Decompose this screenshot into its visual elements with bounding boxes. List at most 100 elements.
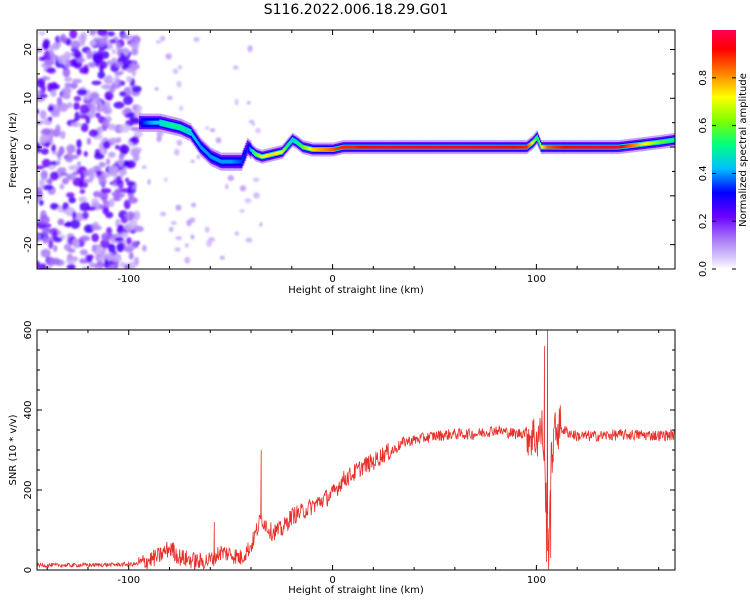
noise-blob (79, 201, 91, 212)
noise-blob (42, 184, 54, 191)
track-segment (474, 145, 476, 149)
noise-blob (114, 71, 123, 76)
track-segment (528, 143, 530, 147)
track-segment (624, 144, 626, 148)
noise-blob (50, 81, 58, 91)
track-segment (241, 157, 244, 162)
noise-blob (168, 226, 174, 232)
track-segment (194, 136, 196, 141)
track-segment (283, 148, 286, 151)
track-segment (632, 143, 634, 147)
track-segment (449, 145, 452, 149)
track-segment (356, 145, 358, 149)
track-segment (508, 145, 511, 149)
track-segment (139, 120, 142, 125)
track-segment (650, 141, 653, 145)
noise-blob (142, 245, 147, 252)
noise-blob (121, 160, 131, 168)
track-segment (317, 148, 319, 151)
track-segment (225, 159, 228, 164)
noise-blob (85, 254, 95, 259)
track-segment (453, 145, 456, 149)
noise-blob (170, 221, 177, 225)
track-segment (663, 139, 666, 143)
noise-blob (147, 179, 151, 185)
track-segment (205, 150, 207, 154)
track-segment (648, 141, 651, 145)
track-segment (195, 137, 197, 142)
track-segment (362, 145, 364, 149)
track-segment (364, 145, 366, 149)
track-segment (649, 141, 652, 145)
track-segment (399, 145, 402, 149)
noise-blob (98, 162, 106, 168)
track-segment (231, 159, 234, 164)
track-segment (429, 145, 431, 149)
track-segment (488, 145, 491, 149)
track-segment (606, 145, 609, 149)
track-segment (230, 159, 233, 164)
track-segment (644, 142, 646, 146)
noise-blob (107, 169, 118, 177)
noise-blob (102, 200, 111, 208)
track-segment (534, 138, 536, 142)
noise-blob (66, 259, 77, 265)
track-segment (494, 145, 497, 149)
track-segment (238, 159, 241, 164)
track-segment (378, 145, 380, 149)
track-segment (446, 145, 449, 149)
noise-blob (133, 256, 139, 266)
noise-blob (91, 166, 102, 171)
noise-blob (115, 175, 122, 186)
track-segment (172, 123, 175, 128)
colorbar-tick-label: 0.2 (698, 213, 709, 229)
track-segment (237, 159, 240, 164)
noise-blob (76, 148, 82, 156)
track-segment (240, 159, 243, 164)
spectrogram-xlabel: Height of straight line (km) (288, 285, 424, 296)
track-segment (524, 145, 526, 149)
noise-blob (94, 153, 105, 160)
noise-blob (80, 172, 85, 183)
track-segment (289, 140, 292, 144)
track-segment (664, 139, 667, 143)
noise-blob (88, 170, 95, 181)
track-segment (249, 146, 251, 151)
track-segment (213, 156, 215, 161)
track-segment (386, 145, 389, 149)
track-segment (620, 145, 622, 149)
track-segment (228, 159, 231, 164)
track-segment (400, 145, 403, 149)
track-segment (410, 145, 412, 149)
track-segment (379, 145, 381, 149)
noise-blob (50, 53, 56, 62)
track-segment (402, 145, 405, 149)
track-segment (484, 145, 486, 149)
track-segment (544, 145, 547, 149)
noise-blob (37, 120, 44, 125)
track-segment (500, 145, 503, 149)
noise-blob (91, 233, 99, 243)
noise-blob (219, 255, 225, 260)
track-segment (658, 140, 661, 144)
track-segment (243, 152, 246, 157)
noise-blob (111, 57, 117, 65)
track-segment (645, 142, 647, 146)
noise-blob (166, 96, 173, 100)
noise-blob (155, 40, 161, 44)
track-segment (156, 120, 158, 125)
noise-blob (193, 37, 200, 42)
track-segment (166, 122, 168, 127)
track-segment (248, 146, 250, 150)
track-segment (335, 147, 338, 151)
track-segment (182, 127, 185, 131)
track-segment (451, 145, 454, 149)
track-segment (522, 145, 524, 149)
noise-blob (80, 123, 89, 133)
track-segment (640, 142, 642, 146)
track-segment (226, 159, 229, 164)
track-segment (416, 145, 418, 149)
noise-blob (131, 48, 139, 56)
track-segment (299, 143, 302, 147)
